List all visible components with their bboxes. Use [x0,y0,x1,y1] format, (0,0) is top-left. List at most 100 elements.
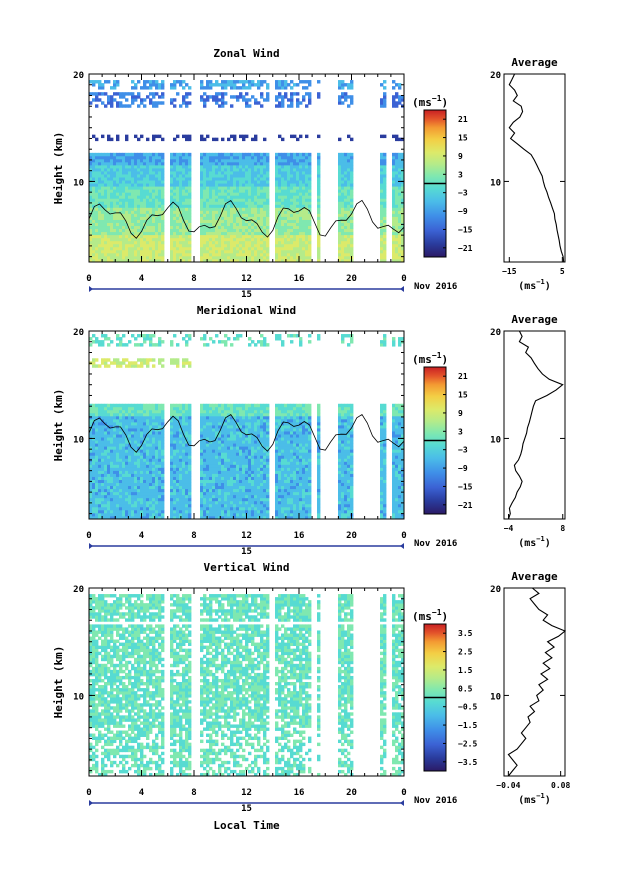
heatmap-cell [212,467,216,471]
heatmap-cell [149,164,153,169]
heatmap-cell [89,234,93,239]
heatmap-cell [101,198,105,202]
heatmap-cell [122,488,126,493]
heatmap-cell [347,195,351,199]
heatmap-cell [278,192,282,196]
heatmap-cell [209,183,213,187]
heatmap-cell [293,171,297,175]
heatmap-cell [230,243,234,248]
heatmap-cell [284,155,288,160]
heatmap-cell [341,249,345,254]
heatmap-cell [185,207,189,211]
heatmap-cell [185,479,189,484]
heatmap-cell [89,473,93,477]
heatmap-cell [92,482,96,487]
heatmap-cell [395,134,399,139]
heatmap-cell [308,249,312,254]
heatmap-cell [122,201,126,205]
heatmap-cell [227,186,231,190]
heatmap-cell [185,252,189,257]
heatmap-cell [179,412,183,417]
heatmap-cell [101,461,105,465]
heatmap-cell [398,219,402,223]
heatmap-cell [104,174,108,178]
heatmap-cell [92,195,96,199]
heatmap-cell [176,409,180,414]
heatmap-cell [230,246,234,251]
heatmap-cell [260,164,264,169]
heatmap-cell [173,500,177,505]
heatmap-cell [101,467,105,471]
heatmap-cell [119,361,123,365]
heatmap-cell [134,361,138,365]
heatmap-cell [89,216,93,220]
heatmap-cell [173,83,177,87]
heatmap-cell [143,421,147,426]
heatmap-cell [152,415,156,420]
heatmap-cell [155,86,159,90]
heatmap-cell [248,174,252,178]
heatmap-cell [188,437,192,441]
heatmap-cell [146,161,150,166]
heatmap-cell [215,155,219,160]
heatmap-cell [158,192,162,196]
heatmap-cell [308,216,312,220]
heatmap-cell [95,186,99,190]
heatmap-cell [338,255,342,260]
heatmap-cell [383,216,387,220]
heatmap-cell [299,171,303,175]
heatmap-cell [116,164,120,169]
heatmap-cell [173,434,177,438]
heatmap-cell [155,418,159,423]
heatmap-cell [146,168,150,172]
heatmap-cell [266,252,270,257]
heatmap-cell [146,418,150,423]
heatmap-cell [125,189,129,193]
heatmap-cell [128,189,132,193]
heatmap-cell [146,174,150,178]
heatmap-cell [284,255,288,260]
heatmap-cell [395,180,399,184]
heatmap-cell [218,161,222,166]
heatmap-cell [398,171,402,175]
heatmap-cell [134,164,138,169]
heatmap-cell [131,101,135,105]
heatmap-cell [188,207,192,211]
heatmap-cell [134,431,138,435]
heatmap-cell [92,428,96,432]
heatmap-cell [230,174,234,178]
heatmap-cell [278,171,282,175]
heatmap-cell [110,255,114,260]
heatmap-cell [137,415,141,420]
heatmap-cell [248,161,252,166]
heatmap-cell [110,428,114,432]
heatmap-cell [290,86,294,90]
heatmap-cell [242,164,246,169]
heatmap-cell [296,210,300,214]
heatmap-cell [278,225,282,230]
heatmap-cell [221,137,225,142]
heatmap-cell [188,164,192,169]
heatmap-cell [110,228,114,233]
heatmap-cell [212,192,216,196]
heatmap-cell [347,174,351,178]
heatmap-cell [263,246,267,251]
heatmap-cell [101,204,105,208]
heatmap-cell [116,243,120,248]
heatmap-cell [266,228,270,233]
heatmap-cell [182,158,186,163]
heatmap-cell [308,161,312,166]
heatmap-cell [149,461,153,465]
heatmap-cell [239,95,243,99]
heatmap-cell [215,455,219,459]
heatmap-cell [395,168,399,172]
heatmap-cell [254,225,258,230]
heatmap-cell [95,500,99,505]
heatmap-cell [146,189,150,193]
heatmap-cell [104,449,108,453]
heatmap-cell [125,204,129,208]
y-tick-label: 20 [73,71,84,81]
heatmap-cell [206,476,210,480]
heatmap-cell [185,249,189,254]
heatmap-cell [131,431,135,435]
